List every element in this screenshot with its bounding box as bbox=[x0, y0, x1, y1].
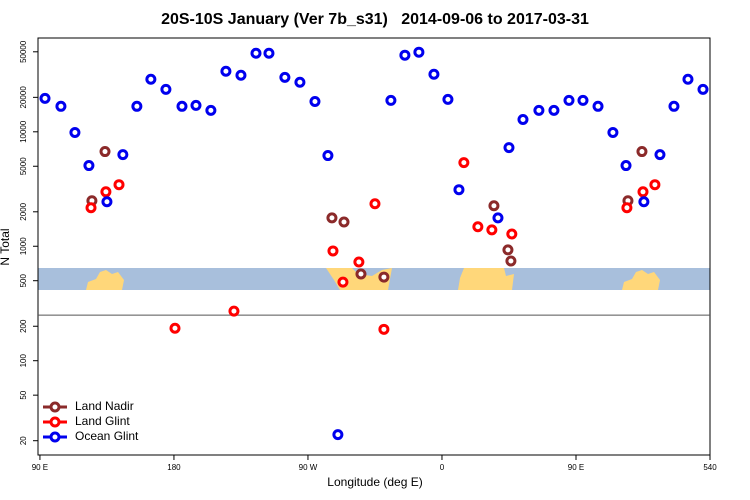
point bbox=[338, 216, 350, 228]
point bbox=[577, 94, 589, 106]
point bbox=[442, 93, 454, 105]
point bbox=[355, 268, 367, 280]
point bbox=[55, 100, 67, 112]
point bbox=[592, 100, 604, 112]
point bbox=[492, 212, 504, 224]
legend-label: Land Nadir bbox=[75, 399, 134, 413]
point bbox=[505, 255, 517, 267]
point bbox=[413, 46, 425, 58]
y-tick-label: 200 bbox=[19, 319, 28, 333]
point bbox=[100, 186, 112, 198]
x-tick-label: 90 E bbox=[568, 463, 584, 472]
point bbox=[458, 157, 470, 169]
legend-marker bbox=[49, 416, 61, 428]
x-tick-label: 0 bbox=[440, 463, 445, 472]
point bbox=[220, 65, 232, 77]
point bbox=[385, 94, 397, 106]
point bbox=[506, 228, 518, 240]
y-tick-label: 100 bbox=[19, 353, 28, 367]
point bbox=[378, 323, 390, 335]
x-tick-label: 180 bbox=[167, 463, 181, 472]
point bbox=[113, 179, 125, 191]
point bbox=[649, 179, 661, 191]
point bbox=[453, 184, 465, 196]
point bbox=[369, 198, 381, 210]
x-tick-label: 90 E bbox=[32, 463, 48, 472]
y-tick-label: 1000 bbox=[19, 237, 28, 255]
point bbox=[309, 95, 321, 107]
point bbox=[279, 71, 291, 83]
x-tick-label: 90 W bbox=[299, 463, 318, 472]
y-tick-label: 50 bbox=[19, 390, 28, 399]
y-tick-label: 2000 bbox=[19, 202, 28, 220]
point bbox=[145, 73, 157, 85]
legend-label: Ocean Glint bbox=[75, 429, 139, 443]
legend-marker bbox=[49, 431, 61, 443]
point bbox=[353, 256, 365, 268]
point bbox=[486, 224, 498, 236]
point bbox=[160, 83, 172, 95]
chart-title: 20S-10S January (Ver 7b_s31) 2014-09-06 … bbox=[161, 11, 589, 28]
point bbox=[83, 160, 95, 172]
point bbox=[322, 150, 334, 162]
point bbox=[205, 104, 217, 116]
point bbox=[263, 47, 275, 59]
point bbox=[502, 244, 514, 256]
point bbox=[637, 186, 649, 198]
point bbox=[39, 92, 51, 104]
legend-marker bbox=[49, 401, 61, 413]
point bbox=[294, 76, 306, 88]
point bbox=[621, 202, 633, 214]
point bbox=[563, 94, 575, 106]
y-tick-label: 10000 bbox=[19, 120, 28, 143]
y-tick-label: 5000 bbox=[19, 157, 28, 175]
y-tick-label: 50000 bbox=[19, 40, 28, 63]
point bbox=[668, 100, 680, 112]
point bbox=[228, 305, 240, 317]
point bbox=[378, 271, 390, 283]
point bbox=[99, 146, 111, 158]
y-tick-label: 20 bbox=[19, 436, 28, 445]
point bbox=[337, 276, 349, 288]
point bbox=[488, 200, 500, 212]
y-tick-label: 500 bbox=[19, 273, 28, 287]
point bbox=[682, 73, 694, 85]
point bbox=[190, 99, 202, 111]
point bbox=[399, 49, 411, 61]
point bbox=[250, 47, 262, 59]
point bbox=[332, 429, 344, 441]
point bbox=[607, 126, 619, 138]
point bbox=[503, 142, 515, 154]
point bbox=[517, 114, 529, 126]
point bbox=[169, 322, 181, 334]
point bbox=[697, 83, 709, 95]
point bbox=[472, 221, 484, 233]
point bbox=[117, 149, 129, 161]
point bbox=[548, 104, 560, 116]
legend-label: Land Glint bbox=[75, 414, 130, 428]
map-strip bbox=[38, 268, 710, 290]
point bbox=[654, 149, 666, 161]
point bbox=[176, 100, 188, 112]
point bbox=[620, 160, 632, 172]
point bbox=[235, 69, 247, 81]
point bbox=[327, 245, 339, 257]
point bbox=[326, 212, 338, 224]
point bbox=[638, 196, 650, 208]
y-tick-label: 20000 bbox=[19, 86, 28, 109]
point bbox=[85, 202, 97, 214]
plot-frame bbox=[37, 37, 711, 456]
point bbox=[636, 146, 648, 158]
point bbox=[101, 196, 113, 208]
point bbox=[131, 100, 143, 112]
y-axis-label: N Total bbox=[0, 228, 12, 265]
x-axis-label: Longitude (deg E) bbox=[327, 475, 422, 489]
point bbox=[428, 68, 440, 80]
point bbox=[69, 126, 81, 138]
x-tick-label: 540 bbox=[703, 463, 717, 472]
point bbox=[533, 104, 545, 116]
